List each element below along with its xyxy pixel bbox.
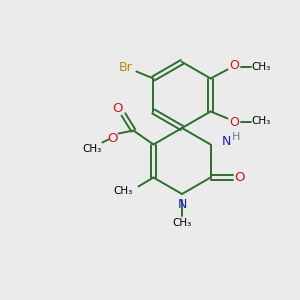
Text: H: H bbox=[231, 131, 240, 142]
Text: O: O bbox=[107, 132, 118, 145]
Text: CH₃: CH₃ bbox=[172, 218, 192, 228]
Text: O: O bbox=[230, 59, 239, 72]
Text: O: O bbox=[234, 171, 245, 184]
Text: CH₃: CH₃ bbox=[114, 187, 133, 196]
Text: CH₃: CH₃ bbox=[251, 61, 270, 71]
Text: N: N bbox=[222, 135, 231, 148]
Text: Br: Br bbox=[118, 61, 132, 74]
Text: CH₃: CH₃ bbox=[251, 116, 270, 127]
Text: CH₃: CH₃ bbox=[83, 143, 102, 154]
Text: O: O bbox=[230, 116, 239, 129]
Text: O: O bbox=[112, 102, 123, 115]
Text: N: N bbox=[177, 199, 187, 212]
